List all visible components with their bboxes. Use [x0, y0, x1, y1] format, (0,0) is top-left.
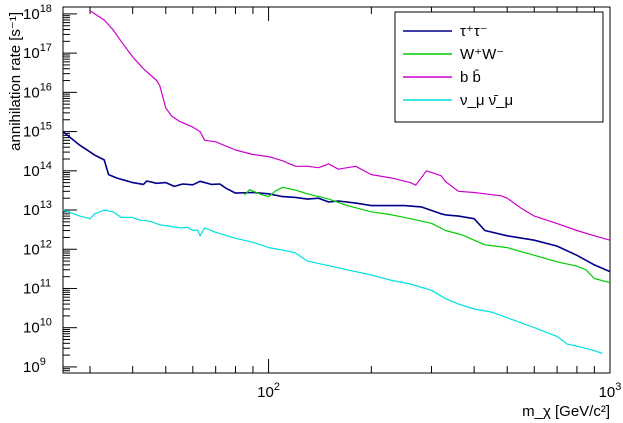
x-axis-title: m_χ [GeV/c²] — [522, 403, 610, 420]
legend-entries: τ⁺τ⁻ W⁺W⁻ b b̄ ν_μ ν̄_μ — [403, 23, 513, 109]
y-tick-label: 1010 — [23, 317, 52, 337]
legend-label-3: ν_μ ν̄_μ — [460, 92, 513, 109]
minor-ticks — [63, 7, 595, 374]
y-tick-label: 1015 — [23, 121, 52, 141]
y-tick-label: 1013 — [23, 199, 52, 219]
y-axis-title: annihilation rate [s⁻¹] — [7, 12, 24, 151]
y-tick-label: 1014 — [23, 160, 52, 180]
x-tick-label: 102 — [257, 381, 280, 401]
legend: τ⁺τ⁻ W⁺W⁻ b b̄ ν_μ ν̄_μ — [394, 11, 604, 123]
series-lines — [62, 10, 611, 355]
y-tick-label: 1011 — [23, 277, 51, 297]
major-ticks — [63, 7, 611, 373]
x-tick-label: 103 — [599, 381, 622, 401]
series-line-3 — [62, 209, 603, 355]
legend-label-0: τ⁺τ⁻ — [460, 23, 488, 40]
y-tick-label: 109 — [23, 356, 46, 376]
legend-label-2: b b̄ — [460, 69, 481, 86]
y-tick-label: 1016 — [23, 81, 52, 101]
series-line-1 — [244, 186, 611, 284]
y-tick-label: 1017 — [23, 42, 52, 62]
y-tick-label: 1012 — [23, 238, 52, 258]
series-line-2 — [89, 10, 611, 241]
legend-label-1: W⁺W⁻ — [460, 46, 504, 63]
tick-labels: 102 103 109 1010 1011 1012 1013 1014 1015 1016 101… — [23, 3, 621, 401]
y-tick-label: 1018 — [23, 3, 52, 23]
series-line-0 — [62, 130, 611, 273]
